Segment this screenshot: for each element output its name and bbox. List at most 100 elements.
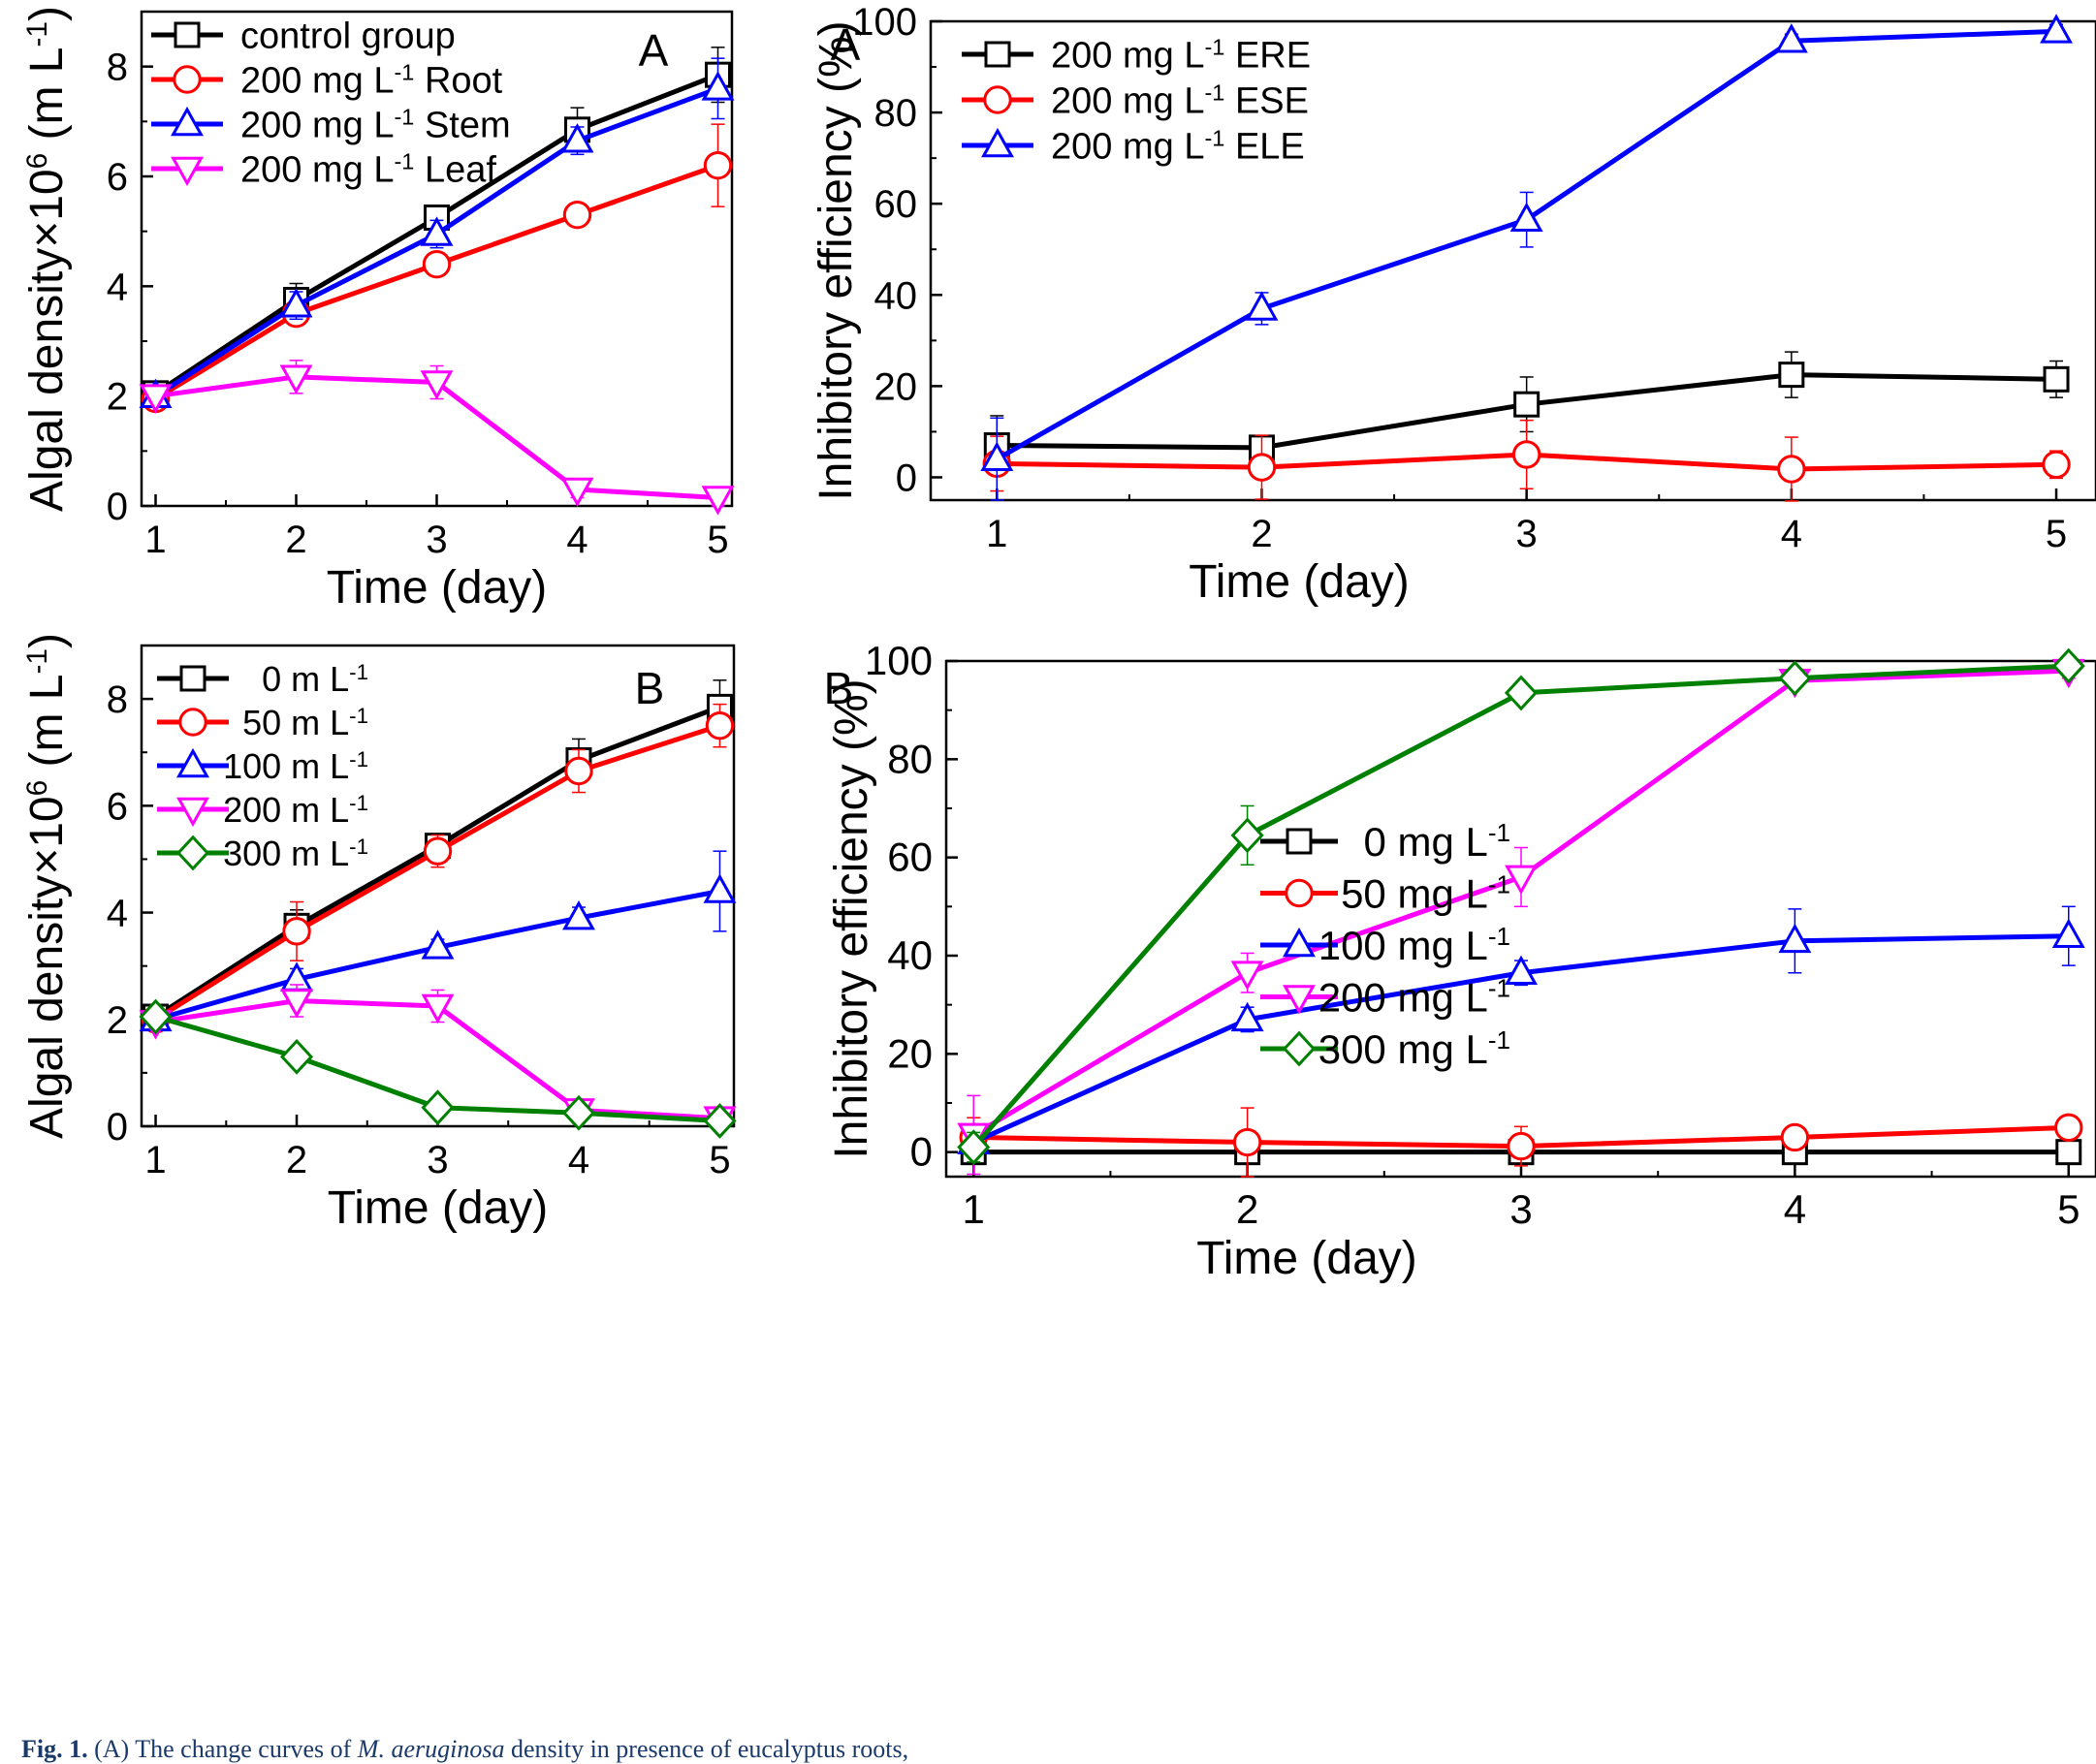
y-tick-label: 100 [852,1,917,44]
x-tick-label: 4 [1781,513,1802,555]
data-point [2042,450,2071,480]
caption-text-b: density in presence of eucalyptus roots, [510,1735,909,1763]
plot-frame [929,19,2096,502]
series-200-mg-l-1-leaf [139,360,735,516]
legend-label: 300 m L-1 [223,834,368,873]
data-point [1504,675,1539,711]
y-tick-label: 40 [887,932,933,978]
data-point [279,1038,314,1075]
legend-marker [171,156,204,187]
legend-marker [1283,927,1316,958]
data-point [560,477,594,508]
legend-label: 100 m L-1 [223,746,368,786]
x-tick-label: 4 [566,519,588,561]
legend-marker [178,708,207,737]
data-point [421,1089,455,1126]
data-point [422,249,452,279]
legend-label: 200 mg L-1 Root [240,60,503,102]
legend-marker [983,85,1012,114]
y-tick-label: 20 [887,1030,933,1076]
panel-right-A: 1 2 3 4 5 0 20 40 60 80 100 Time (day) Inhibitory ef… [810,1,2096,608]
y-tick-label: 4 [107,893,128,935]
series-200-mg-l-1-ese [982,419,2071,502]
data-point [1507,1131,1536,1161]
x-tick-label: 3 [427,1139,448,1181]
series-300-mg-l-1 [957,647,2085,1166]
data-point [701,486,735,516]
y-axis-label: Inhibitory efficiency (%) [826,678,877,1158]
data-point [279,288,313,318]
x-tick-label: 2 [1251,513,1272,555]
x-tick-label: 4 [568,1139,589,1181]
data-point [1513,391,1540,418]
y-tick-label: 8 [107,678,128,721]
data-point [279,364,313,394]
y-tick-label: 80 [887,736,933,781]
data-point [1247,453,1277,482]
x-tick-label: 1 [144,1139,166,1181]
data-point [420,216,454,246]
data-point [420,370,454,400]
legend-marker [1285,878,1314,908]
series-300-m-l-1 [139,998,737,1139]
y-tick-label: 100 [865,638,933,683]
y-axis-label: Inhibitory efficiency (%) [810,20,862,500]
data-point [701,71,735,101]
y-tick-label: 6 [107,156,128,199]
data-point [562,200,592,230]
data-point [560,123,594,153]
x-axis-label: Time (day) [1196,1233,1417,1284]
x-tick-label: 1 [963,1186,985,1232]
legend-label: 200 mg L-1 ERE [1051,35,1311,77]
data-point [2040,14,2073,44]
data-point [1232,1127,1262,1157]
figure-caption: Fig. 1. (A) The change curves of M. aeru… [21,1735,1185,1764]
x-tick-label: 1 [986,513,1007,555]
legend-marker [981,127,1014,158]
legend-label: 200 mg L-1 ESE [1051,80,1309,122]
x-tick-label: 2 [1236,1186,1258,1232]
data-point [2055,1139,2082,1166]
legend-label: 50 m L-1 [242,703,368,742]
data-point [1230,961,1264,991]
legend: 0 mg L-1 50 mg L-1 100 mg L-1 200 mg L-1300… [1260,818,1510,1072]
series-200-mg-l-1-ele [980,14,2073,501]
legend-label: 200 mg L-1 [1318,974,1510,1021]
legend-marker [175,835,210,871]
caption-species: M. aeruginosa [357,1735,505,1763]
x-tick-label: 4 [1784,1186,1806,1232]
y-tick-label: 2 [107,999,128,1042]
x-axis-label: Time (day) [328,1182,549,1234]
data-point [421,929,455,960]
data-point [1774,23,1808,53]
legend-marker [1286,828,1313,855]
data-point [957,1129,991,1166]
legend-marker [179,665,206,692]
legend-marker [171,106,204,137]
panel-label: A [831,19,861,70]
x-tick-label: 5 [707,519,728,561]
data-point [561,1094,596,1131]
legend-label: 300 mg L-1 [1318,1025,1510,1072]
legend-label: 200 m L-1 [223,790,368,830]
x-tick-label: 5 [2057,1186,2080,1232]
data-point [139,384,173,414]
data-point [564,756,593,786]
data-point [1511,440,1541,469]
data-point [1245,291,1279,321]
data-point [280,989,313,1019]
y-tick-label: 0 [896,457,917,499]
y-tick-label: 40 [874,274,918,317]
panel-label: B [824,663,854,713]
legend-label: 100 mg L-1 [1318,922,1510,968]
plot-frame [140,644,736,1128]
x-tick-label: 5 [709,1139,730,1181]
data-point [703,1103,737,1139]
data-point [703,873,737,903]
panel-left-A: 1 2 3 4 5 0 2 4 6 8 Time (day) Algal density×106 (m… [21,6,735,614]
x-axis-label: Time (day) [327,562,548,614]
series-100-mg-l-1 [957,905,2085,1158]
